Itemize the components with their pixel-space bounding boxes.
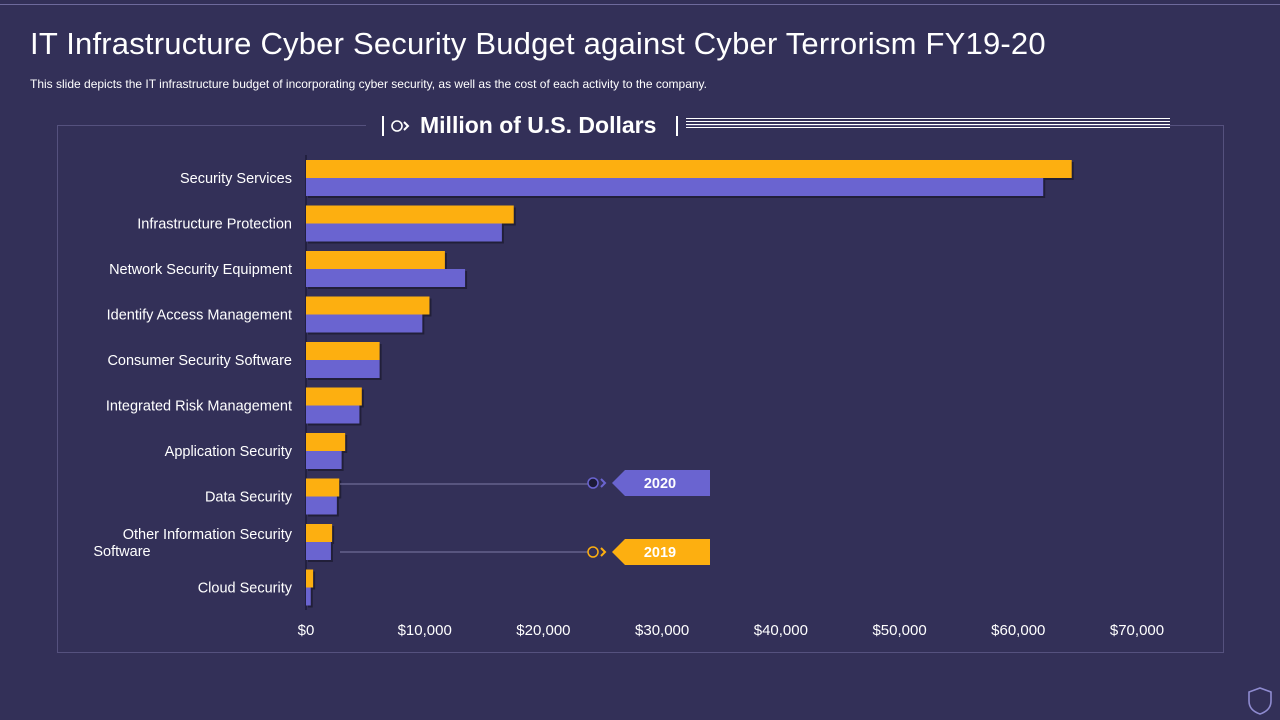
bar-2019 [306, 587, 311, 606]
unit-label: Million of U.S. Dollars [420, 112, 657, 138]
bar-2020 [306, 524, 333, 542]
banner-decoration-lines [680, 118, 1170, 132]
unit-banner: Million of U.S. Dollars [366, 110, 686, 140]
legend-tag-2019 [612, 539, 710, 565]
x-tick-label: $70,000 [1110, 622, 1164, 639]
legend-chevron-icon [600, 478, 607, 488]
top-divider [0, 4, 1280, 5]
bar-2019 [306, 360, 380, 378]
shield-logo-icon [1248, 687, 1272, 715]
bar-2019 [306, 223, 502, 242]
x-tick-label: $50,000 [872, 622, 926, 639]
legend-tag-2020 [612, 470, 710, 496]
slide-subtitle: This slide depicts the IT infrastructure… [30, 77, 707, 91]
banner-right-bar [676, 116, 678, 136]
bar-2020 [306, 296, 430, 315]
bar-2019 [306, 405, 360, 424]
bar-2019 [306, 542, 331, 560]
bar-2020 [306, 251, 445, 269]
x-tick-label: $20,000 [516, 622, 570, 639]
bar-2020 [306, 160, 1072, 178]
legend-dot-icon [587, 477, 599, 489]
category-label: Network Security Equipment [109, 262, 292, 278]
x-tick-label: $0 [298, 622, 315, 639]
bar-2020 [306, 205, 514, 224]
bar-2020 [306, 569, 314, 588]
category-label: Identify Access Management [107, 308, 292, 324]
category-label: Security Services [180, 171, 292, 187]
bar-2019 [306, 451, 342, 469]
chevron-circle-icon [390, 118, 410, 134]
x-tick-label: $30,000 [635, 622, 689, 639]
x-tick-label: $10,000 [398, 622, 452, 639]
bar-2019 [306, 269, 466, 287]
slide-title: IT Infrastructure Cyber Security Budget … [30, 26, 1046, 61]
legend-dot-icon [587, 546, 599, 558]
category-label: Other Information Security Software [93, 527, 292, 560]
x-tick-label: $60,000 [991, 622, 1045, 639]
category-label: Cloud Security [198, 581, 293, 597]
legend-chevron-icon [600, 547, 607, 557]
category-label: Integrated Risk Management [106, 399, 292, 415]
bar-2019 [306, 314, 423, 333]
bar-2020 [306, 342, 380, 360]
legend-label: 2020 [644, 476, 676, 492]
bar-2019 [306, 178, 1044, 196]
bar-2019 [306, 496, 337, 515]
bar-2020 [306, 433, 346, 451]
bar-2020 [306, 387, 362, 406]
banner-left-bar [382, 116, 384, 136]
category-label: Data Security [205, 490, 293, 506]
legend-label: 2019 [644, 545, 676, 561]
bar-2020 [306, 478, 340, 497]
category-label: Infrastructure Protection [137, 217, 292, 233]
category-label: Application Security [165, 444, 293, 460]
category-label: Consumer Security Software [107, 353, 292, 369]
x-tick-label: $40,000 [754, 622, 808, 639]
